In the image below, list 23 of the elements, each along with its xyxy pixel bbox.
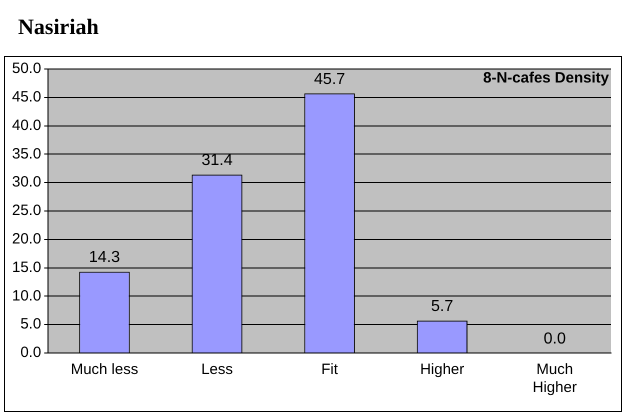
y-tick-label: 30.0 xyxy=(12,174,42,191)
y-tick-label: 25.0 xyxy=(12,202,42,220)
y-tick-label: 50.0 xyxy=(12,60,42,78)
y-tick-label: 0.0 xyxy=(20,344,42,362)
y-tick-label: 20.0 xyxy=(12,230,42,248)
chart-title: Nasiriah xyxy=(18,14,99,40)
x-tick-label: Fit xyxy=(321,361,339,378)
x-tick-label: Higher xyxy=(420,361,464,378)
x-tick-label: Much less xyxy=(70,361,138,378)
x-tick-label: Less xyxy=(201,361,233,378)
y-tick-label: 35.0 xyxy=(12,145,42,162)
chart-subtitle: 8-N-cafes Density xyxy=(483,70,610,87)
data-label: 45.7 xyxy=(314,70,346,88)
y-tick-label: 15.0 xyxy=(12,258,42,276)
data-label: 5.7 xyxy=(431,298,454,316)
y-tick-label: 10.0 xyxy=(12,287,42,304)
y-tick-label: 45.0 xyxy=(12,88,42,106)
data-label: 31.4 xyxy=(201,152,233,170)
data-label: 14.3 xyxy=(88,249,120,266)
x-tick-label: Much Higher xyxy=(532,361,577,396)
y-tick-label: 5.0 xyxy=(20,316,42,333)
data-label: 0.0 xyxy=(544,330,566,348)
y-tick-label: 40.0 xyxy=(12,116,42,134)
